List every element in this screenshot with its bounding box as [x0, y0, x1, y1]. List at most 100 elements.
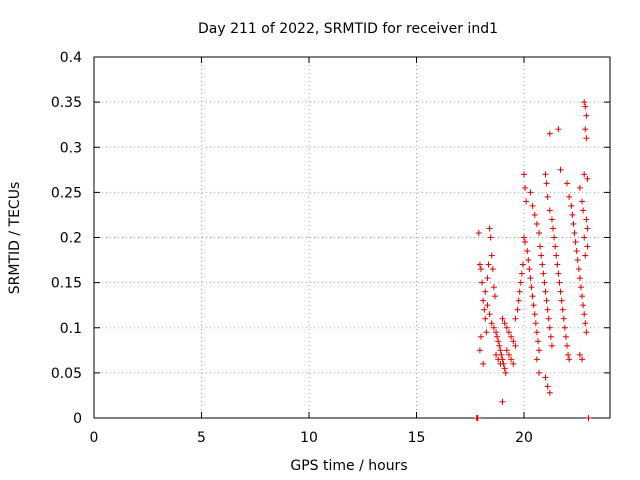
data-point	[490, 284, 497, 291]
data-point	[481, 306, 488, 313]
data-point	[574, 257, 581, 264]
data-point	[489, 266, 496, 273]
data-point	[542, 171, 549, 178]
data-point	[479, 279, 486, 286]
data-point	[515, 297, 522, 304]
data-point	[546, 389, 553, 396]
data-point	[577, 284, 584, 291]
x-tick-label: 20	[515, 430, 533, 446]
x-axis-label: GPS time / hours	[290, 458, 407, 474]
data-point	[522, 184, 529, 191]
y-tick-label: 0.35	[51, 95, 82, 111]
x-tick-label: 5	[197, 430, 206, 446]
data-point	[583, 329, 590, 336]
data-point	[536, 369, 543, 376]
data-point	[539, 261, 546, 268]
data-point	[487, 234, 494, 241]
data-point	[490, 324, 497, 331]
data-point	[573, 248, 580, 255]
data-point	[501, 320, 508, 327]
data-point	[524, 248, 531, 255]
data-point	[546, 324, 553, 331]
data-point	[581, 99, 588, 106]
data-point	[557, 166, 564, 173]
data-point	[510, 360, 517, 367]
axis-ticks: 0 0.05 0.1 0.15 0.2 0.25 0.3 0.35 0.4 0 5 10 15 20	[51, 50, 610, 446]
data-point	[476, 347, 483, 354]
data-point	[552, 243, 559, 250]
y-tick-label: 0	[73, 411, 82, 427]
data-point	[579, 293, 586, 300]
data-point	[488, 320, 495, 327]
y-tick-label: 0.1	[60, 321, 82, 337]
data-point	[480, 297, 487, 304]
data-point	[480, 360, 487, 367]
data-point	[516, 288, 523, 295]
data-point	[529, 293, 536, 300]
y-tick-label: 0.2	[60, 231, 82, 247]
data-point	[581, 171, 588, 178]
data-point	[580, 302, 587, 309]
data-point	[583, 135, 590, 142]
data-point	[531, 211, 538, 218]
data-point	[534, 338, 541, 345]
data-point	[497, 347, 504, 354]
data-point	[527, 275, 534, 282]
data-point	[521, 171, 527, 178]
data-point	[503, 324, 510, 331]
data-point	[493, 329, 500, 336]
data-point	[561, 324, 568, 331]
data-point	[558, 297, 565, 304]
data-point	[522, 239, 529, 246]
data-point	[560, 315, 567, 322]
data-point	[540, 270, 547, 277]
data-point	[584, 175, 591, 182]
data-point	[486, 225, 493, 232]
y-tick-label: 0.05	[51, 366, 82, 382]
data-point	[541, 279, 548, 286]
data-point	[474, 415, 481, 421]
y-tick-label: 0.3	[60, 140, 82, 156]
data-point	[512, 342, 519, 349]
data-point	[505, 351, 512, 358]
data-point	[555, 270, 562, 277]
data-point	[582, 320, 589, 327]
data-point	[517, 279, 524, 286]
data-point	[478, 266, 484, 273]
data-point	[576, 184, 583, 191]
data-point	[493, 351, 500, 358]
data-point	[551, 234, 558, 241]
data-point	[566, 193, 573, 200]
data-point	[570, 220, 577, 227]
data-point	[523, 198, 530, 205]
data-point	[582, 126, 589, 133]
data-point	[564, 180, 570, 187]
plot-frame	[93, 56, 611, 419]
data-point	[537, 243, 544, 250]
data-point	[547, 333, 554, 340]
data-point	[533, 329, 540, 336]
data-point	[569, 211, 576, 218]
data-point	[556, 279, 563, 286]
data-point	[486, 311, 493, 318]
data-point	[502, 369, 509, 376]
data-point	[546, 130, 553, 137]
data-point	[545, 315, 552, 322]
data-point	[521, 234, 527, 241]
data-point	[582, 103, 589, 110]
data-point	[530, 302, 537, 309]
data-point	[579, 198, 586, 205]
data-point	[494, 333, 501, 340]
data-point	[510, 338, 517, 345]
data-point	[583, 216, 590, 223]
data-point	[565, 351, 572, 358]
chart-title: Day 211 of 2022, SRMTID for receiver ind…	[198, 21, 498, 37]
data-point	[562, 333, 569, 340]
data-point	[564, 342, 570, 349]
data-point	[531, 311, 538, 318]
data-point	[525, 257, 532, 264]
data-point	[546, 207, 553, 214]
data-point	[533, 356, 540, 363]
data-point	[508, 356, 515, 363]
